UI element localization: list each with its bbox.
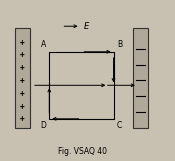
Bar: [15, 28, 30, 128]
Text: C: C: [117, 121, 122, 130]
Text: +: +: [20, 102, 25, 111]
Text: Fig. VSAQ 40: Fig. VSAQ 40: [58, 147, 107, 156]
Text: +: +: [20, 50, 25, 59]
Text: +: +: [20, 89, 25, 98]
Text: +: +: [20, 76, 25, 85]
Text: +: +: [20, 63, 25, 72]
Bar: [49, 52, 114, 119]
Bar: [133, 28, 148, 128]
Text: +: +: [20, 38, 25, 47]
Text: D: D: [40, 121, 46, 130]
Text: E: E: [84, 22, 89, 31]
Text: +: +: [20, 114, 25, 123]
Text: A: A: [41, 40, 46, 49]
Text: B: B: [117, 40, 122, 49]
